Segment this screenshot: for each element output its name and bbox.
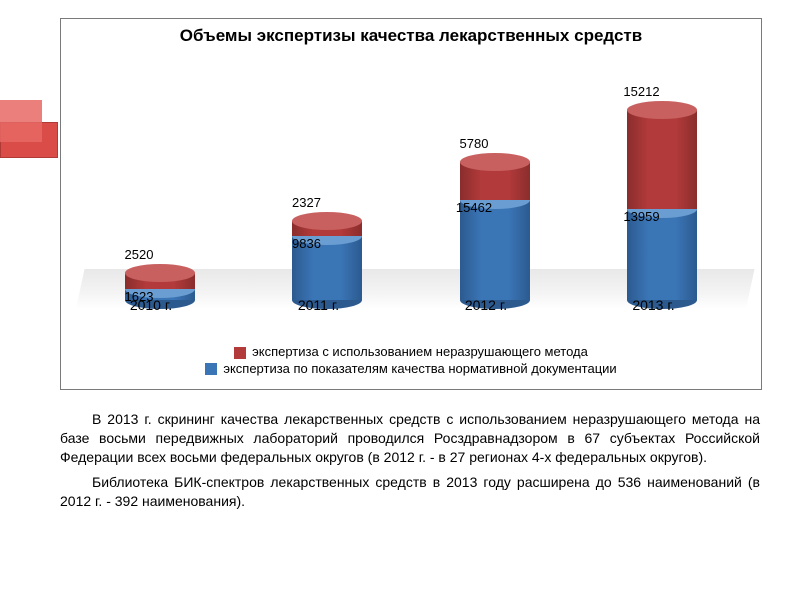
chart-legend: экспертиза с использованием неразрушающе…	[61, 339, 761, 383]
x-axis-label-0: 2010 г.	[76, 297, 226, 313]
legend-swatch-blue	[205, 363, 217, 375]
value-label-blue-3: 13959	[567, 209, 717, 224]
legend-swatch-red	[234, 347, 246, 359]
value-label-red-0: 2520	[64, 247, 214, 262]
legend-item-blue: экспертиза по показателям качества норма…	[205, 361, 616, 378]
legend-item-red: экспертиза с использованием неразрушающе…	[234, 344, 588, 361]
x-axis-label-2: 2012 г.	[411, 297, 561, 313]
value-label-red-1: 2327	[232, 195, 382, 210]
bar-red-3	[627, 101, 697, 218]
value-label-red-3: 15212	[567, 84, 717, 99]
value-label-red-2: 5780	[399, 136, 549, 151]
value-label-blue-2: 15462	[399, 200, 549, 215]
body-text: В 2013 г. скрининг качества лекарственны…	[60, 410, 760, 516]
chart-container: Объемы экспертизы качества лекарственных…	[60, 18, 762, 390]
x-axis-label-3: 2013 г.	[579, 297, 729, 313]
slide-decoration	[0, 100, 56, 156]
legend-label-red: экспертиза с использованием неразрушающе…	[252, 344, 588, 361]
paragraph-2: Библиотека БИК-спектров лекарственных ср…	[60, 473, 760, 511]
x-axis-label-1: 2011 г.	[244, 297, 394, 313]
legend-label-blue: экспертиза по показателям качества норма…	[223, 361, 616, 378]
paragraph-1: В 2013 г. скрининг качества лекарственны…	[60, 410, 760, 467]
chart-plot-area: 16232520 98362327 154625780 1395915212 2…	[76, 74, 746, 309]
value-label-blue-1: 9836	[232, 236, 382, 251]
chart-title: Объемы экспертизы качества лекарственных…	[61, 19, 761, 46]
